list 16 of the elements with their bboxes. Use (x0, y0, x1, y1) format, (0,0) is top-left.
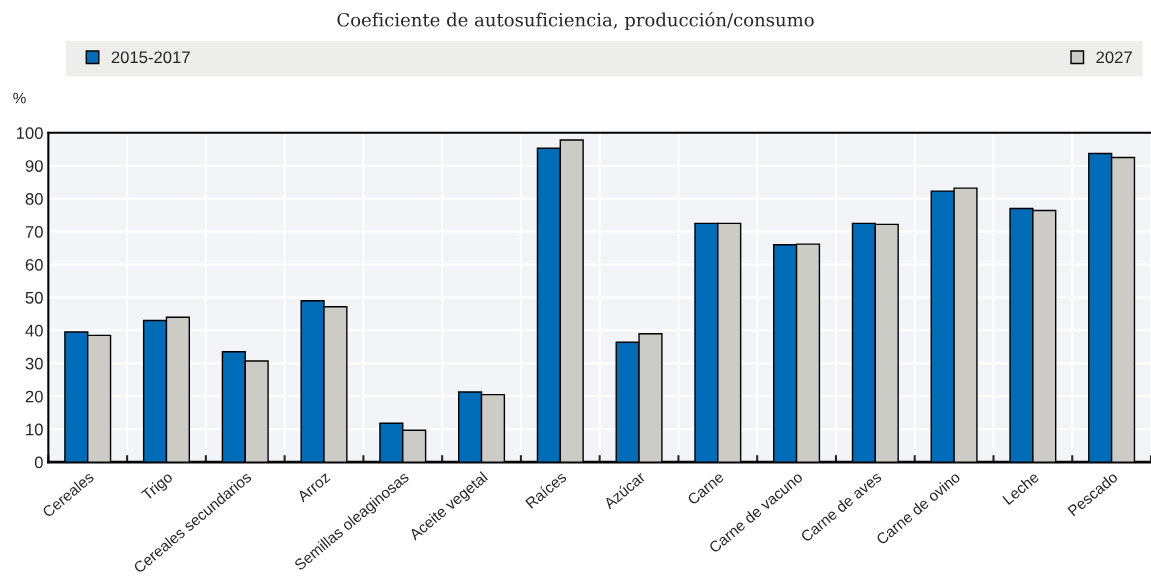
y-tick-label: 60 (25, 258, 43, 271)
x-tick-label: Trigo (140, 470, 176, 504)
y-tick-label: 0 (34, 456, 43, 469)
legend-label: 2015-2017 (111, 51, 190, 64)
y-axis-title: % (13, 92, 26, 104)
y-tick-label: 40 (25, 324, 43, 337)
y-tick-label: 80 (25, 193, 43, 205)
legend-label: 2027 (1096, 51, 1132, 64)
y-tick-label: 20 (25, 390, 43, 403)
y-tick-label: 90 (25, 160, 43, 172)
y-tick-label: 70 (25, 226, 43, 238)
y-tick-label: 100 (16, 127, 43, 139)
y-tick-label: 50 (25, 291, 43, 304)
chart-subtitle: Coeficiente de autosuficiencia, producción/consumo (337, 11, 814, 31)
y-tick-label: 10 (26, 423, 43, 436)
y-tick-label: 30 (25, 357, 43, 370)
